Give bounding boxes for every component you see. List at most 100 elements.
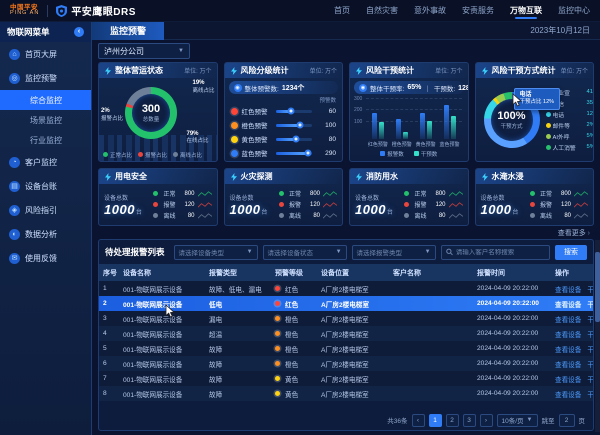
- view-device-link[interactable]: 查看设备: [555, 391, 582, 399]
- intervene-link[interactable]: 干预: [587, 301, 594, 309]
- table-row-1[interactable]: 2 001-物联网展示设备 低电 红色 A厂房2楼电梯室 2024-04-09 …: [99, 296, 593, 311]
- sidebar-subitem-1-1[interactable]: 场景监控: [30, 115, 62, 125]
- page-1[interactable]: 1: [428, 413, 442, 427]
- filter-select-1[interactable]: 请选择设备状态 ▼: [262, 244, 347, 260]
- sidebar-subitem-1-0[interactable]: 综合监控: [0, 90, 91, 110]
- view-device-link[interactable]: 查看设备: [555, 361, 582, 369]
- sidebar-item-1[interactable]: ◎ 监控预警: [0, 66, 91, 90]
- table-row-4[interactable]: 5 001-物联网展示设备 故障 橙色 A厂房2楼电梯室 2024-04-09 …: [99, 341, 593, 356]
- nav-item-5[interactable]: 监控中心: [558, 6, 590, 15]
- device-name: 001-物联网展示设备: [123, 316, 183, 324]
- device-name: 001-物联网展示设备: [123, 391, 183, 399]
- intervene-link[interactable]: 干预: [587, 331, 594, 339]
- intervene-link[interactable]: 干预: [587, 316, 594, 324]
- sparkline-icon: [197, 190, 212, 196]
- nav-item-3[interactable]: 安责服务: [462, 6, 494, 15]
- flash-icon: [230, 66, 237, 75]
- nav-item-4[interactable]: 万物互联: [510, 0, 542, 21]
- customer-search-box[interactable]: [440, 244, 550, 260]
- intervene-link[interactable]: 干预: [587, 286, 594, 294]
- level-dot-icon: [275, 331, 280, 336]
- app-title: 平安鹰眼DRS: [71, 7, 136, 18]
- risk-slider[interactable]: [275, 107, 312, 115]
- next-page-button[interactable]: ›: [479, 413, 493, 427]
- card-head: 风险干预统计 单位: 万个: [350, 63, 468, 78]
- filter-select-0[interactable]: 请选择设备类型 ▼: [173, 244, 258, 260]
- intervene-link[interactable]: 干预: [587, 346, 594, 354]
- chevron-down-icon: ▼: [178, 48, 184, 54]
- sidebar-menu: ⌂ 首页大屏 ◎ 监控预警 综合监控场景监控行业监控 ◔ 客户监控 ▤ 设备台账…: [0, 42, 91, 270]
- sidebar-item-5[interactable]: ◐ 数据分析: [0, 222, 91, 246]
- branch-select[interactable]: 泸州分公司 ▼: [98, 43, 190, 59]
- intervene-link[interactable]: 干预: [587, 391, 594, 399]
- page-size-select[interactable]: 10条/页 ▼: [496, 413, 538, 427]
- risk-slider[interactable]: [275, 135, 312, 143]
- scrollbar-thumb[interactable]: [595, 252, 600, 322]
- sidebar-item-2[interactable]: ◔ 客户监控: [0, 150, 91, 174]
- page-2[interactable]: 2: [445, 413, 459, 427]
- view-device-link[interactable]: 查看设备: [555, 301, 582, 309]
- table-row-0[interactable]: 1 001-物联网展示设备 故障、低电、漏电 红色 A厂房2楼电梯室 2024-…: [99, 281, 593, 296]
- card-intervention-stats: 风险干预统计 单位: 万个 ◉ 整体干预率:65% ｜ 干预数:1284个 30…: [349, 62, 469, 162]
- bar-chart-legend: 报警数 干预数: [350, 148, 468, 161]
- table-row-2[interactable]: 3 001-物联网展示设备 漏电 橙色 A厂房2楼电梯室 2024-04-09 …: [99, 311, 593, 326]
- risk-slider[interactable]: [275, 121, 312, 129]
- device-location: A厂房2楼电梯室: [321, 331, 369, 339]
- view-device-link[interactable]: 查看设备: [555, 316, 582, 324]
- card-intervention-mode: 风险干预方式统计 单位: 万个 100% 干预方式 电话 干预占: [474, 62, 594, 162]
- table-row-5[interactable]: 6 001-物联网展示设备 故障 橙色 A厂房2楼电梯室 2024-04-09 …: [99, 356, 593, 371]
- jump-page-input[interactable]: 2: [558, 413, 575, 427]
- card-overall-status: 整体营运状态 单位: 万个 300 总数量 19% 离线占比: [98, 62, 218, 162]
- device-total-label: 设备总数: [229, 195, 254, 202]
- sidebar-title-bar: 物联网菜单 ‹: [0, 22, 91, 42]
- search-input[interactable]: [455, 248, 545, 256]
- sidebar-item-label: 数据分析: [25, 229, 57, 239]
- nav-item-1[interactable]: 自然灾害: [366, 6, 398, 15]
- table-title: 待处理报警列表: [105, 247, 165, 257]
- sidebar-item-4[interactable]: ◈ 风险指引: [0, 198, 91, 222]
- page-3[interactable]: 3: [462, 413, 476, 427]
- device-location: A厂房2楼电梯室: [321, 286, 369, 294]
- intervene-link[interactable]: 干预: [587, 361, 594, 369]
- table-row-7[interactable]: 8 001-物联网展示设备 故障 黄色 A厂房2楼电梯室 2024-04-09 …: [99, 386, 593, 401]
- filter-select-2[interactable]: 请选择报警类型 ▼: [351, 244, 436, 260]
- alarm-time: 2024-04-09 20:22:00: [477, 360, 539, 367]
- level-dot-icon: [230, 121, 238, 129]
- warning-level: 橙色: [275, 329, 321, 339]
- alarm-type: 故障: [209, 361, 223, 369]
- sidebar-item-0[interactable]: ⌂ 首页大屏: [0, 42, 91, 66]
- view-device-link[interactable]: 查看设备: [555, 331, 582, 339]
- sidebar-subitem-1-2[interactable]: 行业监控: [30, 135, 62, 145]
- view-device-link[interactable]: 查看设备: [555, 376, 582, 384]
- device-stat: 报警 120: [529, 200, 588, 209]
- table-row-6[interactable]: 7 001-物联网展示设备 故障 黄色 A厂房2楼电梯室 2024-04-09 …: [99, 371, 593, 386]
- legend-item: 离线占比: [173, 151, 202, 159]
- chevron-down-icon: ▼: [246, 249, 253, 255]
- pagination: 共36条 ‹ 1 2 3 › 10条/页 ▼ 跳至 2 页: [99, 410, 593, 430]
- risk-slider[interactable]: [275, 149, 312, 157]
- legend-dot: [103, 152, 108, 157]
- analytics-icon: ◐: [9, 228, 20, 240]
- nav-item-0[interactable]: 首页: [334, 6, 350, 15]
- view-device-link[interactable]: 查看设备: [555, 346, 582, 354]
- card-head: 风险干预方式统计 单位: 万个: [475, 63, 593, 78]
- device-total-label: 设备总数: [355, 195, 380, 202]
- jump-unit: 页: [578, 418, 586, 425]
- nav-item-2[interactable]: 意外事故: [414, 6, 446, 15]
- table-row-3[interactable]: 4 001-物联网展示设备 超温 橙色 A厂房2楼电梯室 2024-04-09 …: [99, 326, 593, 341]
- view-device-link[interactable]: 查看设备: [555, 286, 582, 294]
- sidebar-item-3[interactable]: ▤ 设备台账: [0, 174, 91, 198]
- alarm-type: 故障、低电、漏电: [209, 286, 262, 294]
- intervene-link[interactable]: 干预: [587, 376, 594, 384]
- prev-page-button[interactable]: ‹: [411, 413, 425, 427]
- table-body: 1 001-物联网展示设备 故障、低电、漏电 红色 A厂房2楼电梯室 2024-…: [99, 281, 593, 410]
- gauge-icon: ◉: [359, 83, 367, 92]
- column-header: 客户名称: [393, 269, 421, 277]
- view-more-link[interactable]: 查看更多: [558, 228, 590, 238]
- callout-offline: 19% 离线占比: [192, 80, 215, 94]
- search-button[interactable]: 搜索: [555, 244, 587, 260]
- tab-monitor-warning[interactable]: 监控预警: [92, 21, 165, 40]
- collapse-sidebar-button[interactable]: ‹: [74, 27, 84, 37]
- sparkline-icon: [574, 212, 588, 218]
- sidebar-item-6[interactable]: ✉ 使用反馈: [0, 246, 91, 270]
